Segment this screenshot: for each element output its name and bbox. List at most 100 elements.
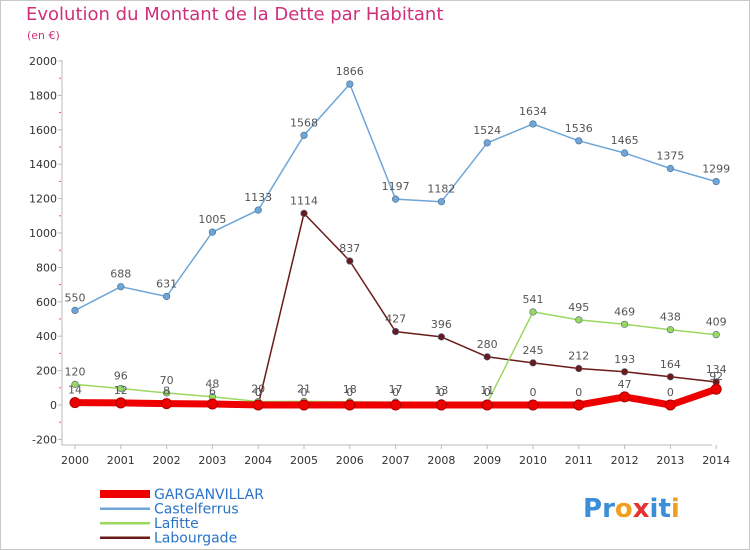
data-label-garganvillar: 0 [530, 386, 537, 399]
data-label-labourgade: 427 [385, 313, 406, 326]
data-label-labourgade: 0 [255, 386, 262, 399]
x-tick-label: 2014 [702, 454, 730, 467]
data-point-labourgade [575, 364, 583, 373]
data-label-garganvillar: 0 [255, 386, 262, 399]
y-tick-label: 1600 [29, 124, 57, 137]
data-label-castelferrus: 1005 [198, 213, 226, 226]
data-point-castelferrus [392, 195, 400, 203]
data-point-garganvillar [161, 398, 173, 410]
data-label-garganvillar: 0 [484, 386, 491, 399]
data-label-labourgade: 280 [477, 338, 498, 351]
data-label-castelferrus: 1568 [290, 116, 318, 129]
data-label-lafitte: 541 [523, 293, 544, 306]
legend-swatch-garganvillar [100, 490, 150, 498]
data-label-garganvillar: 92 [709, 370, 723, 383]
x-tick-label: 2007 [382, 454, 410, 467]
y-tick-label: 600 [36, 296, 57, 309]
x-tick-label: 2003 [198, 454, 226, 467]
data-label-lafitte: 409 [706, 316, 727, 329]
data-label-castelferrus: 1182 [427, 183, 455, 196]
data-label-garganvillar: 0 [392, 386, 399, 399]
data-point-garganvillar [69, 397, 81, 409]
data-label-labourgade: 837 [339, 242, 360, 255]
data-point-labourgade [620, 368, 629, 376]
data-label-labourgade: 134 [706, 363, 727, 376]
proxiti-logo: Proxiti [583, 494, 680, 524]
data-label-lafitte: 48 [205, 378, 219, 391]
data-point-garganvillar [710, 383, 722, 395]
data-point-garganvillar [573, 399, 585, 411]
data-label-garganvillar: 0 [667, 386, 674, 399]
data-label-castelferrus: 1465 [611, 134, 639, 147]
data-point-castelferrus [529, 120, 537, 128]
data-point-garganvillar [664, 399, 676, 411]
data-point-garganvillar [390, 399, 402, 411]
logo-letter: t [658, 494, 670, 524]
data-label-garganvillar: 8 [163, 385, 170, 398]
data-label-lafitte: 20 [251, 383, 265, 396]
data-label-castelferrus: 688 [110, 268, 131, 281]
data-point-castelferrus [71, 306, 79, 315]
legend-label-labourgade: Labourgade [154, 531, 237, 547]
y-tick-label: 2000 [29, 55, 57, 68]
data-label-lafitte: 495 [568, 301, 589, 314]
y-tick-label: 1400 [29, 158, 57, 171]
legend-label-lafitte: Lafitte [154, 516, 199, 532]
data-label-labourgade: 1114 [290, 194, 318, 207]
data-label-castelferrus: 1634 [519, 105, 547, 118]
data-point-lafitte [620, 320, 629, 328]
x-tick-label: 2012 [611, 454, 639, 467]
x-tick-label: 2006 [336, 454, 364, 467]
data-point-labourgade [483, 353, 491, 361]
x-tick-label: 2001 [107, 454, 135, 467]
data-point-garganvillar [344, 399, 356, 411]
y-tick-label: 400 [36, 330, 57, 343]
data-label-castelferrus: 1524 [473, 124, 501, 137]
data-point-castelferrus [254, 206, 262, 214]
data-point-castelferrus [346, 80, 354, 88]
data-point-garganvillar [206, 398, 218, 410]
data-point-lafitte [712, 331, 720, 339]
logo-letter: r [602, 494, 615, 524]
legend-swatch-castelferrus [100, 507, 150, 510]
x-tick-label: 2013 [656, 454, 684, 467]
y-tick-label: 200 [36, 365, 57, 378]
data-point-castelferrus [117, 283, 125, 291]
data-label-lafitte: 120 [65, 365, 86, 378]
data-label-lafitte: 17 [389, 383, 403, 396]
legend-label-garganvillar: GARGANVILLAR [154, 487, 264, 503]
data-point-labourgade [529, 359, 537, 367]
data-label-garganvillar: 12 [114, 384, 128, 397]
data-label-lafitte: 11 [480, 384, 494, 397]
chart-unit: (en €) [27, 29, 60, 42]
data-label-castelferrus: 1866 [336, 65, 364, 78]
data-point-labourgade [346, 257, 354, 265]
data-label-labourgade: 164 [660, 358, 681, 371]
y-tick-label: 0 [50, 399, 57, 412]
y-tick-label: 1200 [29, 193, 57, 206]
data-point-lafitte [666, 326, 675, 334]
legend-swatch-labourgade [100, 536, 150, 539]
data-label-castelferrus: 631 [156, 277, 177, 290]
data-point-castelferrus [483, 139, 491, 147]
x-tick-label: 2002 [153, 454, 181, 467]
data-label-castelferrus: 1299 [702, 163, 730, 176]
legend-swatch-lafitte [100, 522, 150, 525]
data-label-labourgade: 245 [523, 344, 544, 357]
data-label-labourgade: 193 [614, 353, 635, 366]
data-label-lafitte: 438 [660, 311, 681, 324]
data-label-garganvillar: 6 [209, 385, 216, 398]
data-point-castelferrus [163, 292, 171, 301]
data-point-labourgade [392, 327, 400, 336]
data-point-garganvillar [298, 399, 310, 411]
y-tick-label: 1800 [29, 89, 57, 102]
data-point-castelferrus [620, 149, 629, 157]
data-label-castelferrus: 1375 [656, 150, 684, 163]
data-label-garganvillar: 0 [301, 386, 308, 399]
data-point-lafitte [575, 316, 583, 324]
x-tick-label: 2011 [565, 454, 593, 467]
series-line-labourgade [257, 212, 717, 406]
data-point-garganvillar [527, 399, 539, 411]
